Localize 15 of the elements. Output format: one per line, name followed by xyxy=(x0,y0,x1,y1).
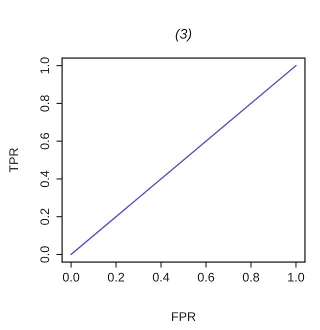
x-tick-label: 0.4 xyxy=(152,272,170,282)
x-tick-label: 1.0 xyxy=(288,272,304,282)
y-tick-label: 1.0 xyxy=(40,57,50,74)
x-tick-label: 0.2 xyxy=(108,272,124,282)
x-tick-label: 0.8 xyxy=(242,272,260,282)
y-tick-label: 0.2 xyxy=(40,208,50,225)
x-axis-title: FPR xyxy=(172,312,196,321)
chart-title: (3) xyxy=(176,28,192,42)
y-tick-label: 0.6 xyxy=(40,133,50,150)
y-tick-label: 0.8 xyxy=(40,95,50,112)
y-tick-label: 0.4 xyxy=(40,170,50,188)
x-tick-label: 0.6 xyxy=(198,272,214,282)
y-axis-title: TPR xyxy=(9,148,18,172)
y-tick-label: 0.0 xyxy=(40,246,50,263)
x-tick-label: 0.0 xyxy=(62,272,80,282)
